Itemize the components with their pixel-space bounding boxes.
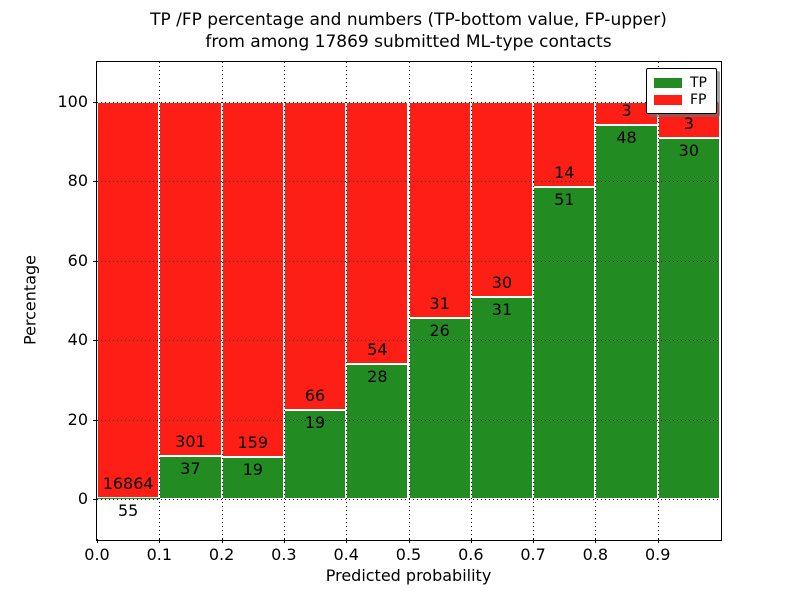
tp-count-label: 28 (367, 366, 388, 386)
x-tick-mark (221, 539, 223, 543)
y-tick-label: 0 (77, 489, 88, 509)
x-tick-mark (97, 539, 98, 543)
v-gridline (221, 62, 223, 539)
y-tick-mark (93, 260, 97, 262)
fp-count-label: 14 (554, 163, 575, 183)
legend-swatch-fp (654, 94, 682, 105)
bar-fp-segment (346, 101, 409, 364)
chart-title-line1: TP /FP percentage and numbers (TP-bottom… (150, 10, 667, 30)
chart-title: TP /FP percentage and numbers (TP-bottom… (97, 9, 720, 53)
fp-count-label: 159 (237, 432, 269, 452)
y-tick-label: 20 (67, 409, 88, 429)
tp-count-label: 30 (678, 140, 700, 160)
tp-count-label: 48 (616, 128, 637, 148)
bar-tp-segment (657, 137, 720, 500)
y-tick-mark (93, 101, 97, 103)
bar-tp-segment (408, 317, 471, 500)
fp-count-label: 3 (621, 101, 632, 121)
y-tick-label: 80 (67, 171, 88, 191)
x-tick-mark (533, 539, 535, 543)
x-tick-label: 0.1 (146, 545, 173, 564)
fp-count-label: 31 (429, 293, 450, 313)
v-gridline (159, 62, 161, 539)
x-tick-label: 0.5 (395, 545, 422, 564)
fp-count-label: 30 (491, 273, 513, 293)
x-tick-mark (595, 539, 597, 543)
v-gridline (595, 62, 597, 539)
fp-count-label: 3 (683, 113, 694, 133)
x-tick-label: 0.3 (271, 545, 297, 564)
y-tick-label: 100 (57, 91, 88, 111)
x-tick-mark (408, 539, 410, 543)
x-tick-mark (470, 539, 472, 543)
v-gridline (533, 62, 535, 539)
bar-fp-segment (221, 101, 284, 457)
tp-count-label: 31 (491, 300, 513, 320)
x-tick-mark (346, 539, 348, 543)
bar-fp-segment (470, 101, 534, 298)
x-tick-mark (657, 539, 659, 543)
x-tick-label: 0.7 (520, 545, 546, 564)
x-tick-label: 0.0 (84, 545, 110, 564)
tp-count-label: 55 (117, 500, 139, 520)
fp-count-label: 54 (367, 339, 388, 359)
legend: TP FP (646, 68, 717, 114)
bar-tp-segment (283, 410, 347, 500)
x-tick-mark (283, 539, 285, 543)
y-tick-mark (93, 181, 97, 183)
tp-count-label: 26 (429, 320, 450, 340)
legend-entry-tp: TP (654, 74, 707, 91)
tp-count-label: 37 (180, 458, 201, 478)
x-axis-label: Predicted probability (325, 566, 492, 585)
bar-fp-segment (408, 101, 471, 318)
bar-fp-segment (97, 101, 160, 498)
y-tick-label: 60 (67, 250, 88, 270)
fp-count-label: 301 (175, 431, 206, 451)
bar-tp-segment (159, 455, 222, 500)
y-tick-mark (93, 340, 97, 342)
tp-count-label: 51 (554, 190, 575, 210)
y-tick-mark (93, 499, 97, 501)
fp-count-label: 66 (304, 386, 326, 406)
x-tick-label: 0.2 (208, 545, 235, 564)
legend-entry-fp: FP (654, 91, 707, 108)
x-tick-mark (159, 539, 161, 543)
v-gridline (657, 62, 659, 539)
x-tick-label: 0.4 (333, 545, 359, 564)
bar-tp-segment (533, 187, 596, 500)
bar-tp-segment (470, 297, 534, 500)
bar-tp-segment (97, 497, 160, 500)
legend-label-tp: TP (690, 74, 707, 91)
chart-title-line2: from among 17869 submitted ML-type conta… (205, 32, 612, 52)
x-tick-label: 0.6 (458, 545, 484, 564)
legend-label-fp: FP (690, 91, 707, 108)
v-gridline (408, 62, 410, 539)
bar-fp-segment (159, 101, 222, 456)
bar-fp-segment (283, 101, 347, 411)
fp-count-label: 16864 (102, 473, 154, 493)
v-gridline (470, 62, 472, 539)
tp-count-label: 19 (304, 413, 326, 433)
y-tick-label: 40 (67, 330, 88, 350)
x-tick-label: 0.8 (582, 545, 609, 564)
tp-count-label: 19 (242, 459, 263, 479)
y-tick-mark (93, 419, 97, 421)
v-gridline (346, 62, 348, 539)
x-tick-label: 0.9 (644, 545, 671, 564)
v-gridline (283, 62, 285, 539)
bar-tp-segment (346, 363, 409, 500)
legend-swatch-tp (654, 77, 682, 88)
